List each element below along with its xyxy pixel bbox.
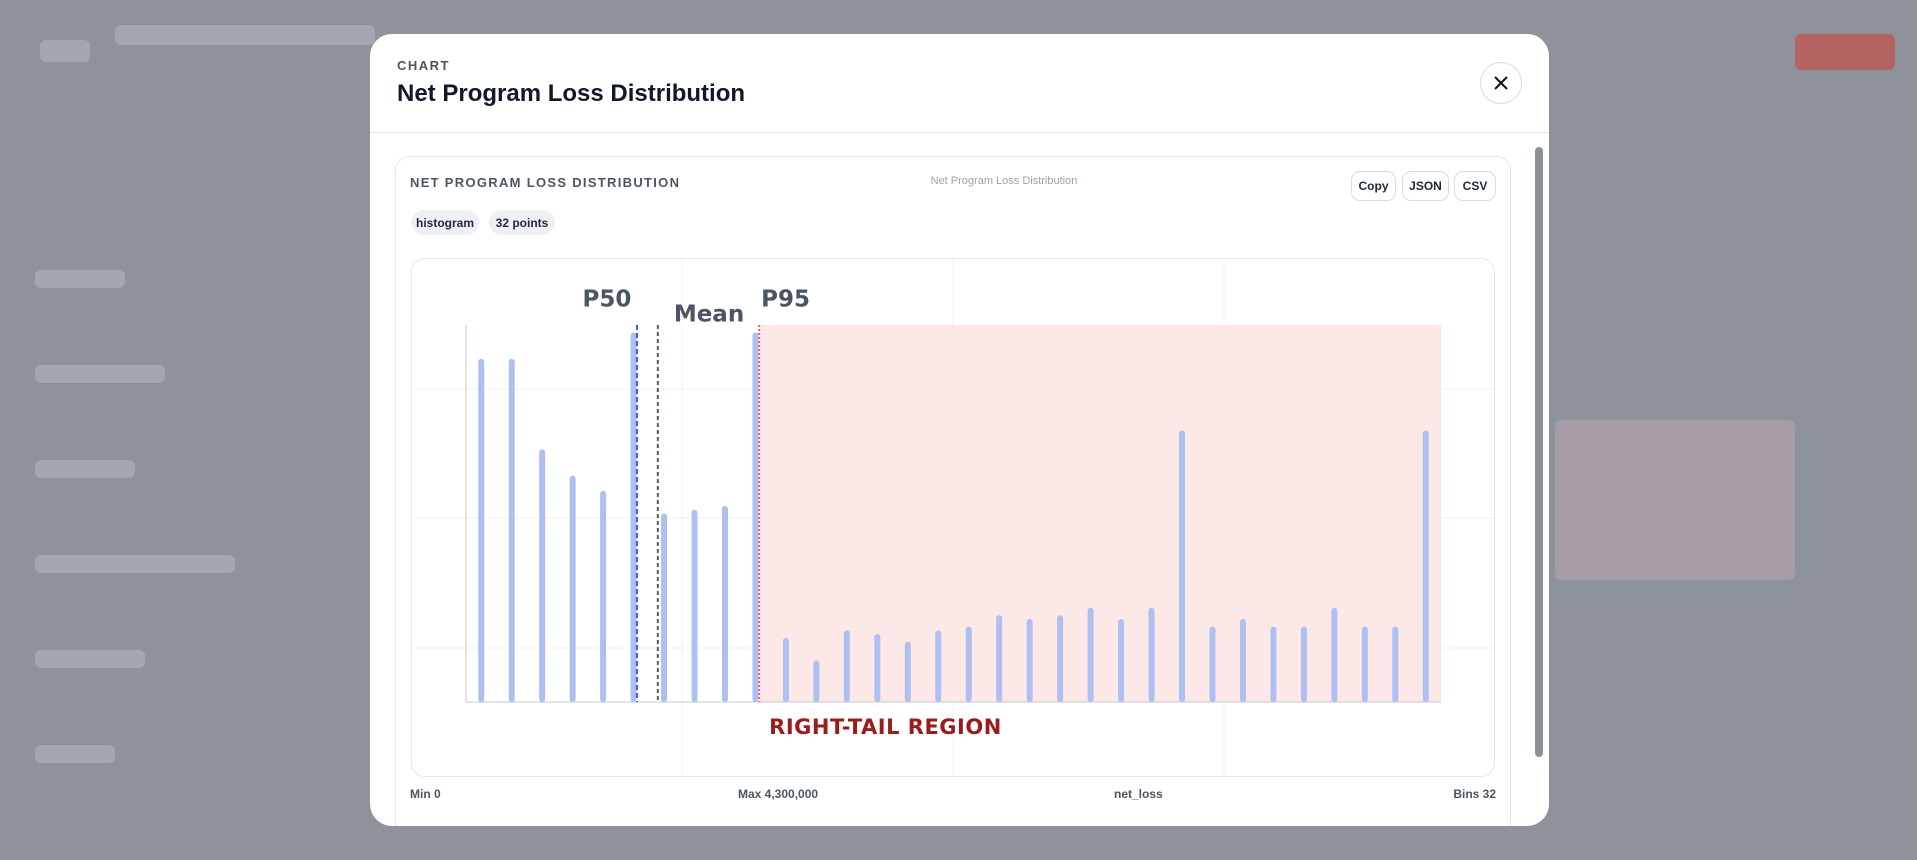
bar [1057, 615, 1064, 702]
bar [996, 615, 1003, 702]
bar [661, 513, 668, 702]
bar [569, 475, 576, 702]
chart-frame: P50 Mean P95 RIGHT-TAIL REGION [411, 258, 1495, 777]
bar [539, 449, 546, 702]
bar [965, 626, 972, 702]
bar [691, 509, 698, 702]
divider [370, 132, 1549, 133]
bar [874, 634, 881, 702]
blurred-block [35, 460, 135, 478]
blurred-block [35, 270, 125, 288]
bar [1270, 626, 1277, 702]
scrollbar [1535, 147, 1543, 757]
bar [843, 630, 850, 702]
bar [1422, 430, 1429, 702]
bar [752, 332, 759, 702]
footer-stat: net_loss [1114, 787, 1163, 801]
footer-stat: Max 4,300,000 [738, 787, 819, 801]
bar [1026, 619, 1033, 702]
modal: CHART Net Program Loss Distribution NET … [370, 34, 1549, 826]
blurred-block [35, 365, 165, 383]
blurred-chart [1555, 420, 1795, 580]
bar [935, 630, 942, 702]
footer-stat: Bins 32 [1453, 787, 1496, 801]
bar [1331, 607, 1338, 702]
bar [721, 505, 728, 702]
card-subtitle: Net Program Loss Distribution [930, 175, 1078, 187]
blurred-block [35, 555, 235, 573]
card-title: NET PROGRAM LOSS DISTRIBUTION [410, 175, 681, 190]
bar [508, 358, 515, 702]
marker-label: Mean [674, 302, 744, 328]
bar [1239, 619, 1246, 702]
chart-card: NET PROGRAM LOSS DISTRIBUTION Net Progra… [395, 156, 1511, 826]
bar [904, 641, 911, 702]
bar [1118, 619, 1125, 702]
bar [1209, 626, 1216, 702]
chart: P50 Mean P95 RIGHT-TAIL REGION [412, 259, 1494, 776]
close-icon [1494, 76, 1508, 90]
footer-stat: Min 0 [410, 787, 441, 801]
blurred-block [40, 40, 90, 62]
tag: histogram [411, 210, 479, 235]
bar [813, 660, 820, 702]
bar [782, 637, 789, 702]
json-button[interactable]: JSON [1402, 171, 1449, 201]
bar [478, 358, 485, 702]
blurred-block [35, 650, 145, 668]
bar [1392, 626, 1399, 702]
region-label: RIGHT-TAIL REGION [769, 715, 1002, 739]
marker-label: P95 [761, 287, 810, 313]
bar [1148, 607, 1155, 702]
bar [600, 490, 607, 702]
right-tail-region [759, 325, 1441, 702]
blurred-block [35, 745, 115, 763]
bar [1300, 626, 1307, 702]
csv-button[interactable]: CSV [1454, 171, 1496, 201]
blurred-button [1795, 34, 1895, 70]
blurred-block [115, 25, 375, 45]
tag: 32 points [489, 210, 555, 235]
bar [1361, 626, 1368, 702]
bar [1087, 607, 1094, 702]
close-button[interactable] [1480, 62, 1522, 104]
eyebrow: CHART [397, 58, 450, 73]
bar [1179, 430, 1186, 702]
modal-title: Net Program Loss Distribution [397, 80, 746, 107]
copy-button[interactable]: Copy [1351, 171, 1396, 201]
marker-label: P50 [583, 287, 632, 313]
bar [630, 332, 637, 702]
